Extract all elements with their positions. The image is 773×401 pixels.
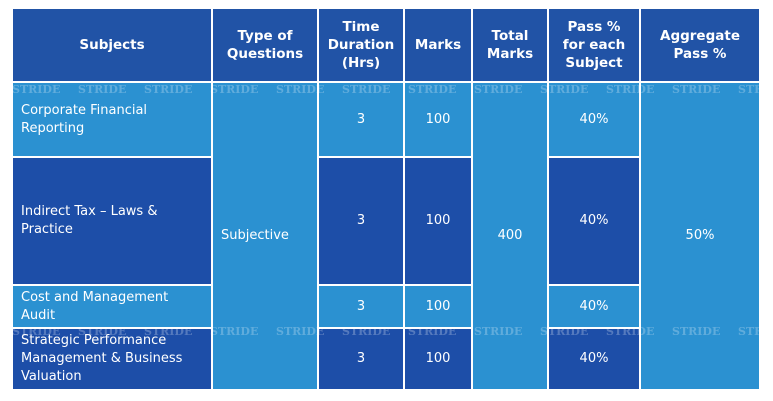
duration-cell: 3 bbox=[318, 157, 404, 285]
pass-cell: 40% bbox=[548, 285, 640, 328]
type-cell: Subjective bbox=[212, 82, 318, 390]
total-marks-cell: 400 bbox=[472, 82, 548, 390]
marks-cell: 100 bbox=[404, 82, 472, 157]
header-cell: Type of Questions bbox=[212, 8, 318, 82]
duration-cell: 3 bbox=[318, 328, 404, 390]
header-cell: Marks bbox=[404, 8, 472, 82]
duration-cell: 3 bbox=[318, 285, 404, 328]
header-cell: Aggregate Pass % bbox=[640, 8, 760, 82]
subject-cell: Indirect Tax – Laws & Practice bbox=[12, 157, 212, 285]
marks-cell: 100 bbox=[404, 157, 472, 285]
duration-cell: 3 bbox=[318, 82, 404, 157]
header-cell: Pass % for each Subject bbox=[548, 8, 640, 82]
header-cell: Time Duration (Hrs) bbox=[318, 8, 404, 82]
header-cell: Total Marks bbox=[472, 8, 548, 82]
marks-cell: 100 bbox=[404, 328, 472, 390]
subject-cell: Strategic Performance Management & Busin… bbox=[12, 328, 212, 390]
pass-cell: 40% bbox=[548, 82, 640, 157]
pass-cell: 40% bbox=[548, 157, 640, 285]
header-cell: Subjects bbox=[12, 8, 212, 82]
subject-cell: Corporate Financial Reporting bbox=[12, 82, 212, 157]
subject-cell: Cost and Management Audit bbox=[12, 285, 212, 328]
aggregate-pass-cell: 50% bbox=[640, 82, 760, 390]
pass-cell: 40% bbox=[548, 328, 640, 390]
marks-cell: 100 bbox=[404, 285, 472, 328]
